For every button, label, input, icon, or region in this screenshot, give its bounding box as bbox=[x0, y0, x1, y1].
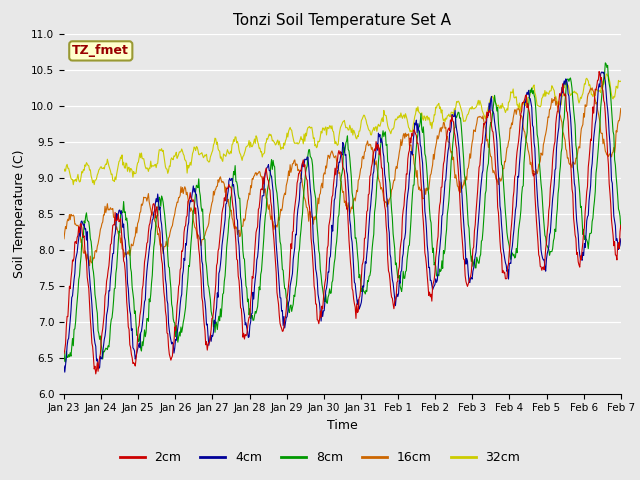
Text: TZ_fmet: TZ_fmet bbox=[72, 44, 129, 58]
Legend: 2cm, 4cm, 8cm, 16cm, 32cm: 2cm, 4cm, 8cm, 16cm, 32cm bbox=[115, 446, 525, 469]
X-axis label: Time: Time bbox=[327, 419, 358, 432]
Title: Tonzi Soil Temperature Set A: Tonzi Soil Temperature Set A bbox=[234, 13, 451, 28]
Y-axis label: Soil Temperature (C): Soil Temperature (C) bbox=[13, 149, 26, 278]
